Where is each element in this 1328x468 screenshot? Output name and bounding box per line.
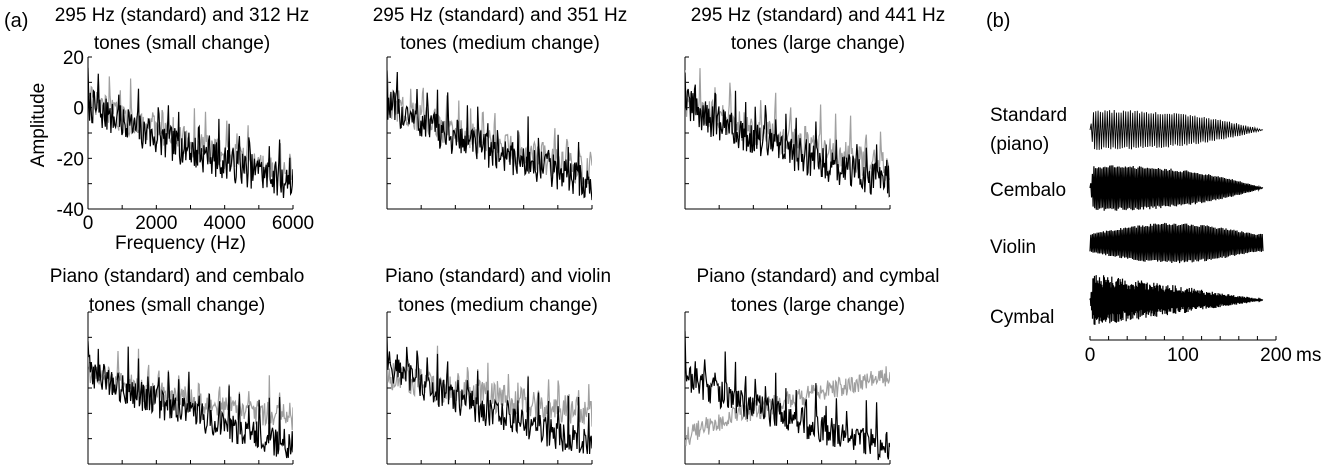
waveform-label: Cymbal xyxy=(990,307,1054,328)
waveform-trace xyxy=(1089,109,1264,150)
spectrum-series-2 xyxy=(387,345,592,427)
panel-title-line-2: tones (medium change) xyxy=(400,33,600,54)
panel-title-line-2: tones (small change) xyxy=(89,295,265,316)
waveform-trace xyxy=(1089,165,1264,211)
panel-title-line-1: 295 Hz (standard) and 312 Hz xyxy=(55,5,310,26)
spectrum-series-1 xyxy=(88,341,293,459)
time-tick-label: 200 xyxy=(1260,345,1292,366)
spectrum-panel-4: Piano (standard) and cembalo tones (small… xyxy=(50,266,305,465)
spectrum-series-2 xyxy=(88,76,293,188)
waveform-4: Cymbal xyxy=(990,275,1264,328)
waveform-label: (piano) xyxy=(990,134,1049,155)
spectrum-series-2 xyxy=(685,366,890,447)
waveform-label: Violin xyxy=(990,237,1036,258)
panel-title-line-2: tones (large change) xyxy=(731,33,905,54)
time-axis: 0 100 200 ms xyxy=(1085,336,1321,366)
waveform-2: Cembalo xyxy=(990,165,1264,211)
x-tick-label: 6000 xyxy=(272,213,314,234)
waveform-label: Cembalo xyxy=(990,180,1066,201)
spectrum-panel-2: 295 Hz (standard) and 351 Hz tones (mediu… xyxy=(373,5,628,210)
waveform-trace xyxy=(1089,222,1264,264)
waveform-1: Standard (piano) xyxy=(990,105,1264,155)
x-axis-label: Frequency (Hz) xyxy=(115,233,246,254)
spectrum-series-1 xyxy=(387,336,592,455)
spectrum-panel-3: 295 Hz (standard) and 441 Hz tones (large… xyxy=(684,5,946,210)
spectrum-series-2 xyxy=(387,70,592,186)
y-tick-label: -40 xyxy=(57,200,84,221)
x-tick-label: 4000 xyxy=(204,213,246,234)
spectrum-panel-5: Piano (standard) and violin tones (medium… xyxy=(385,266,611,465)
panel-title-line-1: 295 Hz (standard) and 441 Hz xyxy=(691,5,946,26)
y-tick-label: 0 xyxy=(73,99,84,120)
panel-title-line-1: Piano (standard) and violin xyxy=(385,266,611,287)
panel-title-line-2: tones (medium change) xyxy=(398,295,598,316)
spectrum-panel-6: Piano (standard) and cymbal tones (large … xyxy=(684,266,940,465)
time-tick-label: 0 xyxy=(1085,345,1096,366)
y-axis-label: Amplitude xyxy=(28,83,49,168)
y-tick-label: 20 xyxy=(63,48,84,69)
waveform-trace xyxy=(1089,275,1264,325)
time-unit-label: ms xyxy=(1296,345,1321,366)
spectrum-panels: 295 Hz (standard) and 312 Hz tones (small… xyxy=(28,5,946,465)
x-tick-label: 0 xyxy=(83,213,94,234)
spectrum-series-1 xyxy=(685,331,890,461)
spectrum-panel-1: 295 Hz (standard) and 312 Hz tones (small… xyxy=(28,5,314,254)
spectrum-series-1 xyxy=(685,72,890,198)
panel-title-line-1: Piano (standard) and cembalo xyxy=(50,266,305,287)
panel-title-line-1: 295 Hz (standard) and 351 Hz xyxy=(373,5,628,26)
time-tick-label: 100 xyxy=(1167,345,1199,366)
panel-title-line-1: Piano (standard) and cymbal xyxy=(697,266,940,287)
waveform-label: Standard xyxy=(990,105,1067,126)
spectrum-series-1 xyxy=(387,70,592,201)
waveform-panel: Standard (piano) Cembalo Violin Cymbal 0 100 20… xyxy=(990,105,1321,366)
spectrum-series-1 xyxy=(88,67,293,199)
panel-title-line-2: tones (large change) xyxy=(731,295,905,316)
y-tick-label: -20 xyxy=(57,149,84,170)
panel-b-label: (b) xyxy=(986,10,1010,32)
panel-title-line-2: tones (small change) xyxy=(94,33,270,54)
waveform-3: Violin xyxy=(990,222,1264,264)
x-tick-label: 2000 xyxy=(135,213,177,234)
panel-a-label: (a) xyxy=(4,10,28,32)
